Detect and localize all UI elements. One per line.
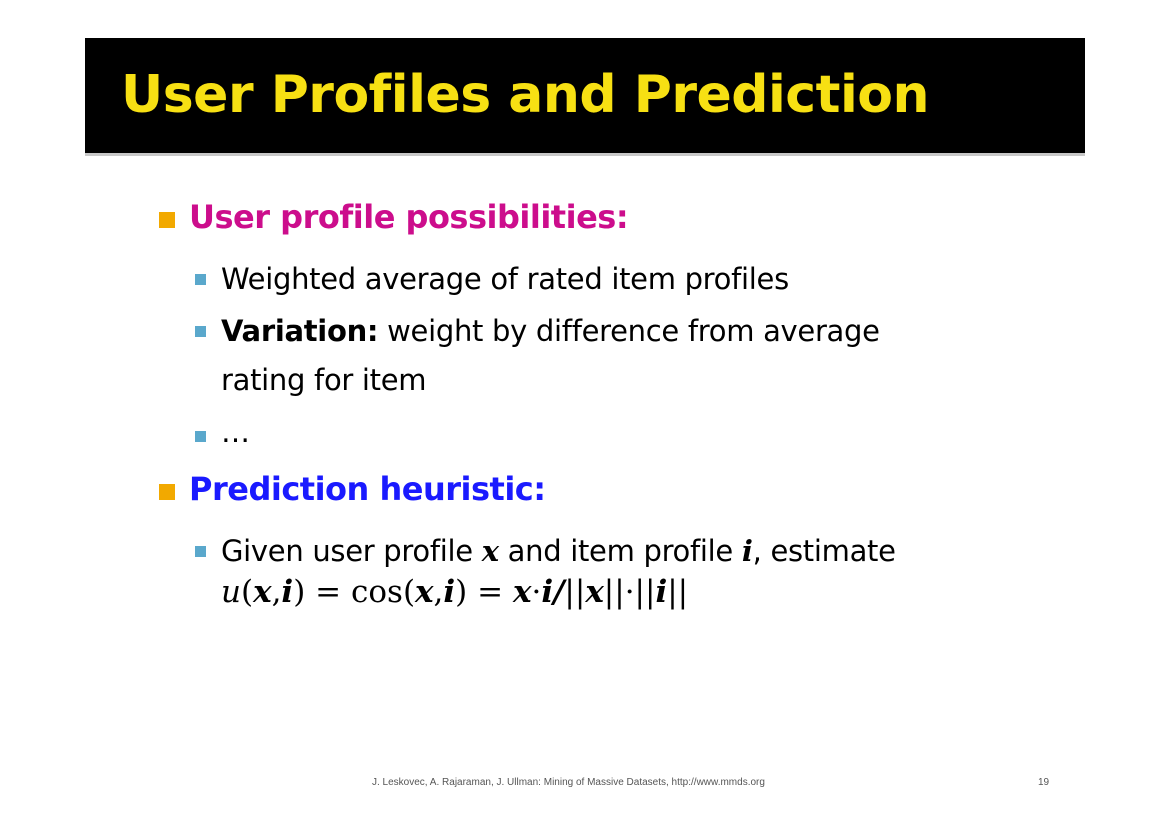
formula-i: i — [281, 574, 294, 610]
formula-norm-bars: || — [564, 574, 586, 610]
variation-text: weight by difference from average — [378, 314, 880, 348]
formula-paren: ( — [240, 574, 254, 610]
list-item-ellipsis: … — [221, 415, 250, 449]
formula-x: x — [585, 574, 604, 610]
section2-heading: Prediction heuristic: — [189, 470, 546, 508]
formula-paren: ( — [402, 574, 416, 610]
formula-dot: · — [624, 574, 635, 610]
variation-label: Variation: — [221, 314, 379, 348]
formula-cos: cos — [351, 574, 403, 610]
page-number: 19 — [1038, 777, 1050, 788]
formula-i: i — [541, 574, 554, 610]
slide-title: User Profiles and Prediction — [121, 65, 930, 125]
formula-x: x — [415, 574, 434, 610]
formula-norm-bars: || — [603, 574, 625, 610]
formula-comma: , — [433, 574, 444, 610]
given-text-mid: and item profile — [498, 534, 742, 568]
var-x: x — [481, 534, 499, 568]
level2-bullet-icon — [195, 274, 206, 285]
list-item-variation-continuation: rating for item — [221, 363, 427, 397]
formula-u: u — [221, 574, 241, 610]
level1-bullet-icon — [159, 484, 175, 500]
formula-equals: = — [467, 574, 513, 610]
formula-slash: / — [553, 574, 565, 610]
title-divider — [85, 153, 1085, 156]
list-item-weighted-average: Weighted average of rated item profiles — [221, 262, 789, 296]
level2-bullet-icon — [195, 546, 206, 557]
formula-norm-bars: || — [634, 574, 656, 610]
formula-dot: · — [531, 574, 542, 610]
formula-x: x — [512, 574, 532, 610]
var-i: i — [741, 534, 753, 568]
given-text-post: , estimate — [752, 534, 896, 568]
given-text-pre: Given user profile — [221, 534, 482, 568]
list-item-variation: Variation: weight by difference from ave… — [221, 314, 880, 348]
formula-i: i — [655, 574, 668, 610]
level1-bullet-icon — [159, 212, 175, 228]
footer-citation: J. Leskovec, A. Rajaraman, J. Ullman: Mi… — [372, 777, 765, 788]
formula-equals: = — [305, 574, 351, 610]
section1-heading: User profile possibilities: — [189, 198, 629, 236]
title-bar: User Profiles and Prediction — [85, 38, 1085, 153]
formula-i: i — [443, 574, 456, 610]
formula-paren: ) — [293, 574, 306, 610]
formula-norm-bars: || — [667, 574, 689, 610]
formula-comma: , — [271, 574, 282, 610]
formula-x: x — [253, 574, 272, 610]
level2-bullet-icon — [195, 326, 206, 337]
prediction-formula: u(x,i) = cos(x,i) = x·i/||x||·||i|| — [221, 574, 688, 610]
level2-bullet-icon — [195, 431, 206, 442]
list-item-given-profiles: Given user profile x and item profile i,… — [221, 534, 896, 568]
formula-paren: ) — [455, 574, 468, 610]
